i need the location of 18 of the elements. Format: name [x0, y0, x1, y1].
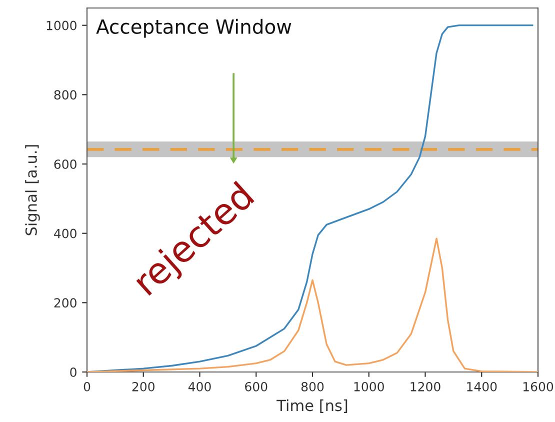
x-tick-label: 1000: [354, 382, 384, 392]
x-tick-label: 1400: [467, 382, 497, 392]
x-tick-label: 600: [245, 382, 268, 392]
y-tick-label: 400: [54, 228, 76, 238]
x-tick-label: 0: [84, 382, 90, 392]
y-tick-label: 800: [54, 90, 76, 100]
x-tick-label: 400: [188, 382, 211, 392]
annotation: Acceptance Window: [96, 18, 292, 38]
y-tick-label: 1000: [46, 20, 76, 30]
x-tick-label: 1600: [523, 382, 554, 392]
x-tick-label: 200: [132, 382, 154, 392]
x-tick-label: 800: [301, 382, 324, 392]
y-tick-label: 600: [54, 159, 76, 169]
y-tick-label: 200: [54, 298, 76, 308]
y-tick-label: 0: [70, 367, 76, 377]
x-axis-title: Time [ns]: [276, 399, 348, 413]
x-tick-label: 1200: [410, 382, 440, 392]
y-axis-title: Signal [a.u.]: [25, 145, 40, 236]
